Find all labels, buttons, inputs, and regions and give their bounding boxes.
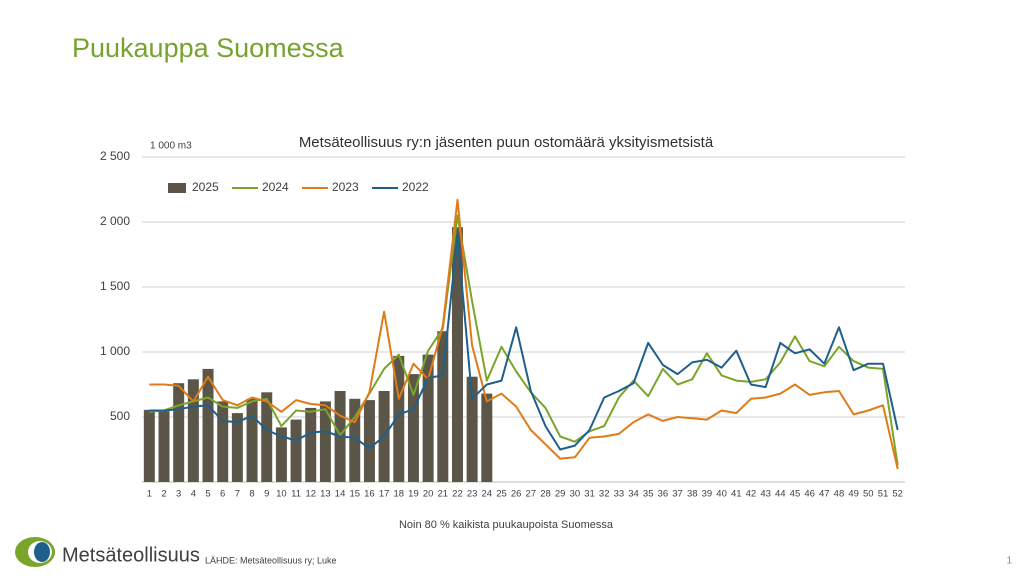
bar [363, 400, 375, 482]
x-tick-label: 28 [540, 489, 551, 500]
source: LÄHDE: Metsäteollisuus ry; Luke [205, 555, 337, 565]
y-tick-label: 2 500 [100, 149, 130, 163]
bar [451, 227, 463, 482]
x-tick-label: 23 [467, 489, 478, 500]
bar [481, 393, 493, 482]
x-tick-label: 52 [892, 489, 903, 500]
legend-label: 2023 [332, 180, 359, 194]
bar [407, 374, 419, 482]
x-tick-label: 4 [191, 489, 196, 500]
x-tick-label: 37 [672, 489, 683, 500]
line [149, 234, 899, 451]
bar [393, 355, 405, 482]
bar [261, 392, 273, 482]
x-tick-label: 25 [496, 489, 507, 500]
x-tick-label: 7 [235, 489, 240, 500]
x-tick-label: 11 [291, 489, 301, 500]
x-tick-label: 39 [702, 489, 713, 500]
x-tick-label: 42 [746, 489, 757, 500]
bar [173, 383, 185, 482]
bar [437, 331, 449, 482]
x-tick-label: 30 [570, 489, 581, 500]
bar [187, 379, 199, 482]
x-tick-label: 32 [599, 489, 610, 500]
x-axis-label: Noin 80 % kaikista puukaupoista Suomessa [399, 519, 614, 531]
x-tick-label: 8 [249, 489, 254, 500]
x-tick-label: 16 [364, 489, 375, 500]
bar [231, 413, 243, 482]
x-tick-label: 1 [147, 489, 152, 500]
chart-title: Metsäteollisuus ry:n jäsenten puun ostom… [299, 134, 714, 151]
x-tick-label: 5 [205, 489, 210, 500]
bar [319, 401, 331, 482]
logo [15, 537, 55, 567]
x-tick-label: 36 [658, 489, 669, 500]
x-tick-label: 44 [775, 489, 786, 500]
logo-mark [34, 542, 50, 562]
x-tick-label: 26 [511, 489, 522, 500]
x-tick-label: 20 [423, 489, 434, 500]
x-tick-label: 47 [819, 489, 830, 500]
x-tick-label: 10 [276, 489, 287, 500]
x-tick-label: 29 [555, 489, 566, 500]
bar [217, 401, 229, 482]
x-tick-label: 6 [220, 489, 225, 500]
legend-label: 2025 [192, 180, 219, 194]
bar [466, 376, 478, 482]
bar [275, 427, 287, 482]
x-tick-label: 19 [408, 489, 419, 500]
bar [305, 407, 317, 482]
bar [246, 398, 258, 482]
x-tick-label: 50 [863, 489, 874, 500]
x-tick-label: 48 [834, 489, 845, 500]
x-tick-label: 41 [731, 489, 742, 500]
x-tick-label: 18 [393, 489, 404, 500]
x-tick-label: 34 [628, 489, 639, 500]
x-tick-label: 38 [687, 489, 698, 500]
x-tick-label: 3 [176, 489, 181, 500]
x-tick-label: 40 [716, 489, 727, 500]
y-tick-label: 2 000 [100, 214, 130, 228]
x-tick-label: 24 [482, 489, 493, 500]
x-tick-label: 46 [804, 489, 815, 500]
bar [349, 398, 361, 482]
bar [422, 354, 434, 482]
x-tick-label: 2 [161, 489, 166, 500]
bar [290, 419, 302, 482]
x-tick-label: 49 [848, 489, 859, 500]
x-tick-label: 45 [790, 489, 801, 500]
bar [143, 409, 155, 482]
slide-title: Puukauppa Suomessa [72, 33, 345, 63]
x-tick-label: 17 [379, 489, 390, 500]
x-tick-label: 43 [760, 489, 771, 500]
y-unit: 1 000 m3 [150, 141, 192, 152]
x-tick-label: 22 [452, 489, 463, 500]
x-tick-label: 31 [584, 489, 595, 500]
y-tick-label: 1 000 [100, 344, 130, 358]
x-tick-label: 12 [305, 489, 316, 500]
line [149, 214, 899, 466]
x-tick-label: 13 [320, 489, 331, 500]
line [149, 198, 899, 470]
x-tick-label: 9 [264, 489, 269, 500]
x-tick-label: 14 [335, 489, 346, 500]
legend-label: 2024 [262, 180, 289, 194]
x-tick-label: 21 [438, 489, 449, 500]
bar [158, 411, 170, 482]
legend-label: 2022 [402, 180, 429, 194]
x-tick-label: 15 [349, 489, 360, 500]
y-tick-label: 1 500 [100, 279, 130, 293]
logo-text: Metsäteollisuus [62, 544, 200, 566]
y-tick-label: 500 [110, 409, 130, 423]
page-number: 1 [1006, 556, 1012, 567]
x-tick-label: 35 [643, 489, 654, 500]
x-tick-label: 27 [526, 489, 537, 500]
bar [202, 368, 214, 482]
x-tick-label: 51 [878, 489, 889, 500]
x-tick-label: 33 [614, 489, 625, 500]
legend-swatch [168, 183, 186, 193]
